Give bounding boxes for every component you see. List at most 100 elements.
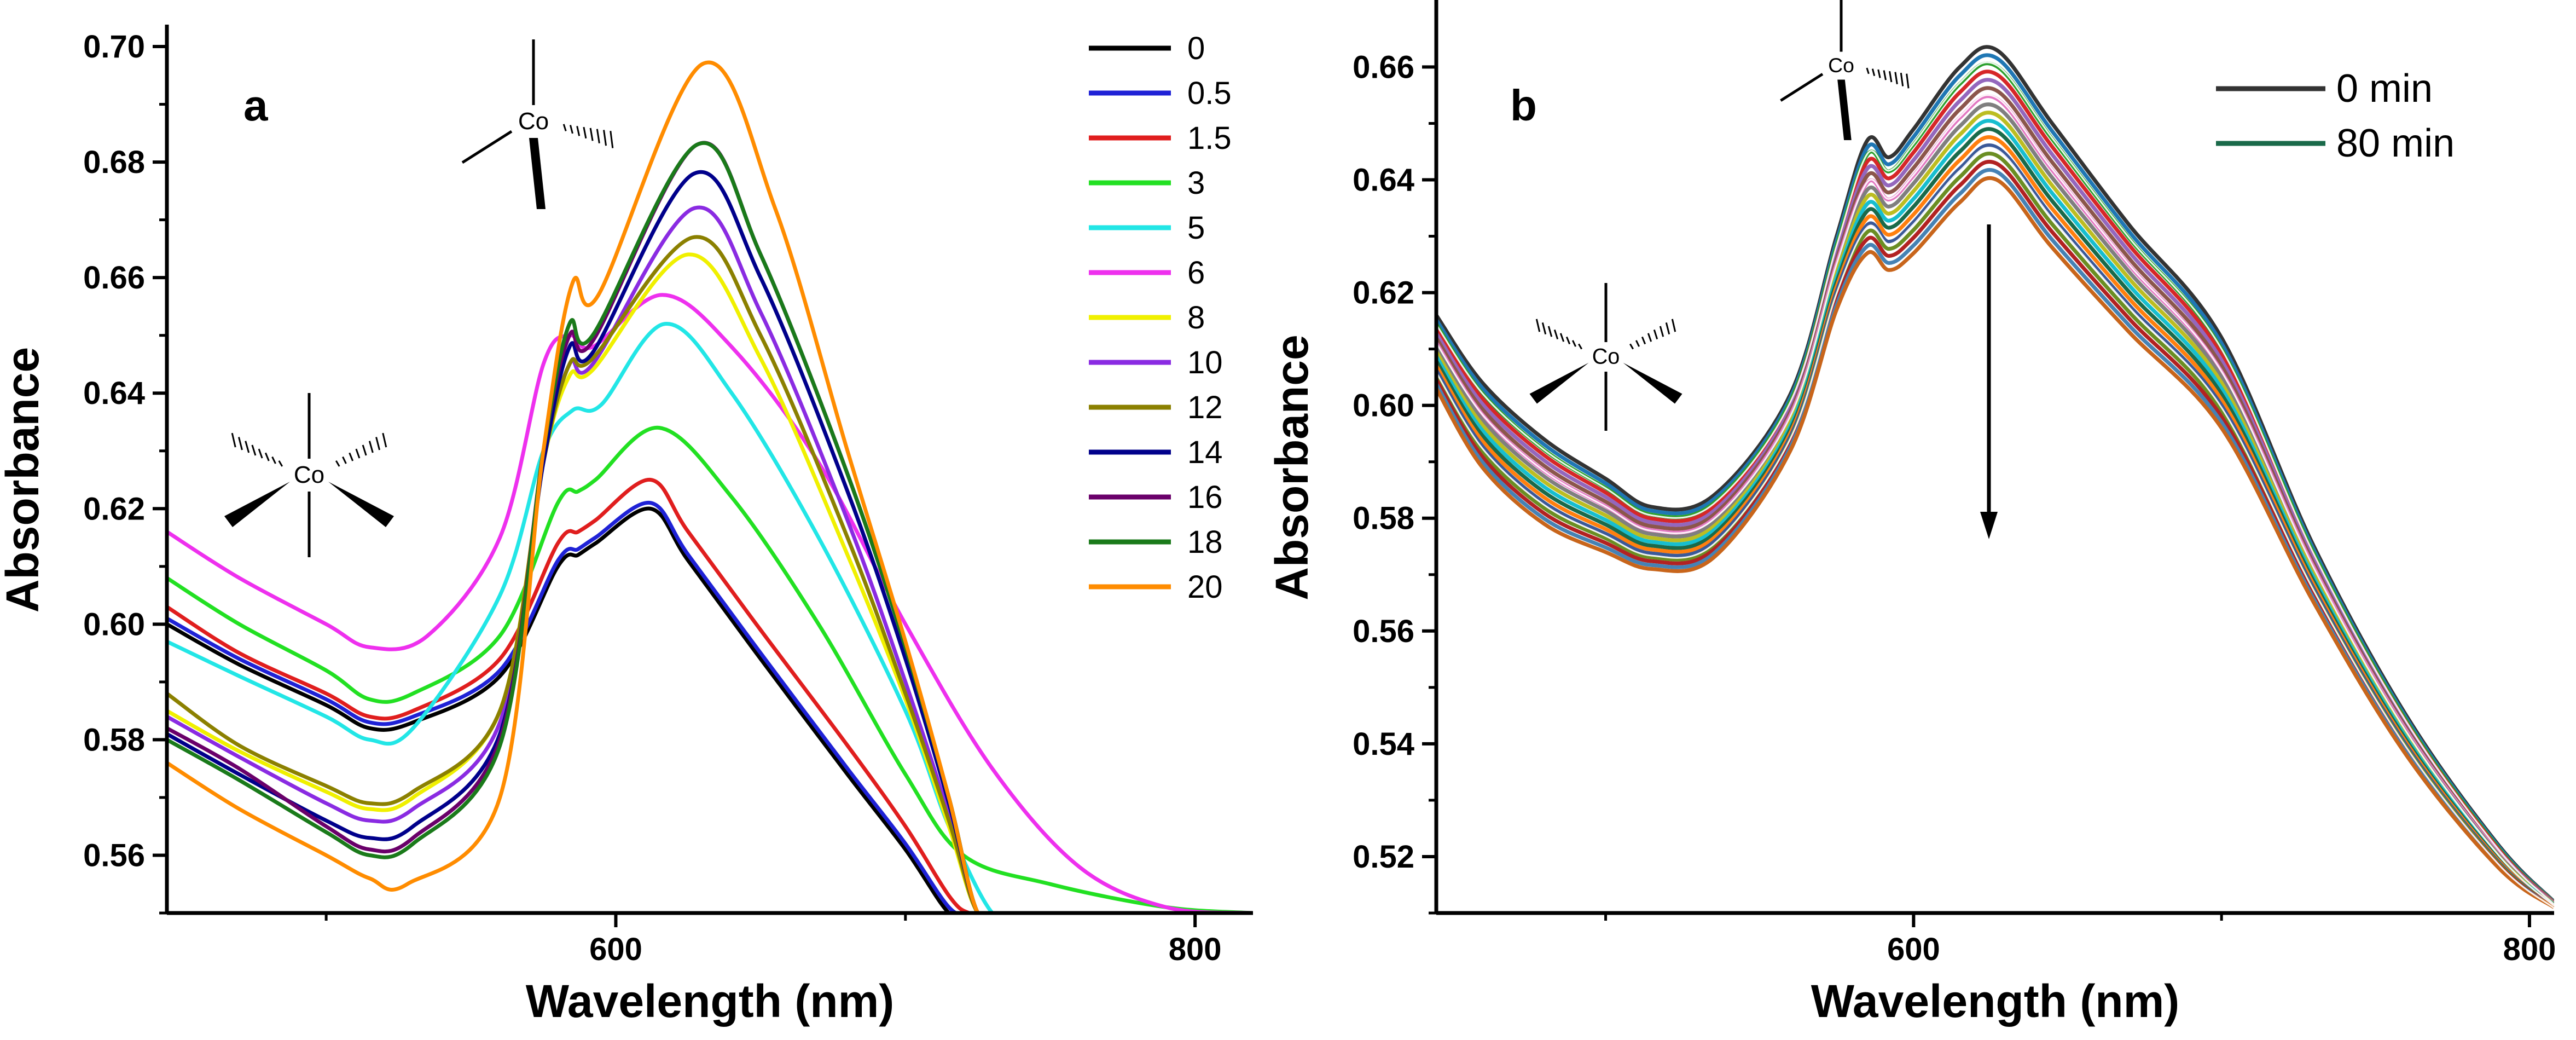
co-hash [1883,70,1887,80]
y-tick-label: 0.64 [83,375,145,411]
y-tick-label: 0.58 [1353,501,1414,536]
series-line-1.5 [167,477,993,913]
band-gap-0 [1436,61,2554,905]
co-hash-left [278,460,283,467]
co-hash-right [1641,336,1646,345]
panel-label: b [1510,81,1537,130]
panel-b-chart: 0.52 0.54 0.56 0.58 0.60 0.62 0.64 0.66 600 800 Wa… [1266,0,2556,1027]
legend-label: 3 [1187,165,1205,201]
legend-label: 80 min [2336,122,2455,165]
co-hash-right [1659,326,1664,337]
co-hash-right [382,432,387,448]
legend-label: 5 [1187,210,1205,246]
plot-area [1436,45,2554,909]
legend-label: 6 [1187,255,1205,291]
co-hash-right [342,456,347,464]
co-label: Co [518,108,549,135]
plot-area [167,60,1253,913]
legend-label: 0 [1187,31,1205,66]
legend-label: 20 [1187,569,1223,605]
series-line-10 [167,205,1007,913]
co-hash [1894,72,1898,84]
y-tick-label: 0.70 [83,29,145,65]
legend-label: 10 [1187,345,1223,380]
co-hash-left [1565,336,1571,345]
time-series-line-11 [1436,135,2554,908]
co-bond-left [461,130,513,164]
legend-label: 18 [1187,524,1223,560]
y-tick-label: 0.64 [1353,163,1414,198]
octahedral-co-structure: Co [1529,283,1682,431]
co-wedge [529,138,546,209]
co-hash-right [362,444,367,456]
co-wedge-left [224,482,290,527]
tetrahedral-co-structure: Co [1780,0,1910,140]
co-hash [1871,68,1876,76]
co-hash [562,124,567,131]
series-line-14 [167,170,1007,913]
co-hash [1889,71,1893,83]
series-line-5 [167,322,1022,913]
series-line-0 [167,506,993,913]
co-hash-left [1541,322,1547,334]
co-hash-left [1578,343,1582,350]
legend-label: 0 min [2336,67,2433,111]
series-line-12 [167,235,1007,913]
y-tick-label: 0.60 [83,606,145,642]
y-tick-label: 0.56 [83,837,145,873]
series-line-0.5 [167,501,993,913]
legend-label: 14 [1187,435,1223,470]
band-gap-2 [1436,147,2554,909]
y-axis-title: Absorbance [0,347,48,613]
decrease-arrow-head [1980,512,1998,539]
co-hash [569,125,573,134]
octahedral-co-structure: Co [224,393,394,557]
legend-label: 0.5 [1187,76,1232,111]
co-label: Co [1592,345,1620,369]
x-tick-label: 800 [2503,932,2556,967]
x-tick-label: 600 [1887,932,1940,967]
time-series-line-0 [1436,45,2554,903]
band-gap-1 [1436,94,2554,907]
y-tick-label: 0.60 [1353,388,1414,424]
time-series-line-16 [1436,176,2554,909]
co-hash [603,130,607,146]
y-tick-label: 0.62 [1353,275,1414,311]
y-axis-title: Absorbance [1266,334,1318,600]
y-tick-label: 0.68 [83,145,145,180]
co-hash [610,131,614,148]
co-hash-left [271,456,276,464]
co-hash [583,126,587,139]
legend: 0 min 80 min [2216,67,2455,165]
co-hash-right [1635,340,1640,347]
series-line-3 [167,425,1253,913]
co-hash-left [1571,340,1577,347]
co-wedge-right [1623,362,1682,404]
co-hash-left [1553,329,1559,340]
y-tick-label: 0.66 [1353,49,1414,85]
y-tick-label: 0.58 [83,722,145,758]
legend: 0 0.5 1.5 3 5 6 8 10 12 14 16 18 20 [1089,31,1232,605]
co-hash-right [1653,329,1658,340]
co-hash-left [1547,326,1553,337]
co-hash [1906,73,1910,89]
legend-label: 8 [1187,300,1205,336]
co-hash-right [368,441,374,453]
co-hash [576,126,581,136]
co-hash [1900,72,1904,86]
y-tick-label: 0.54 [1353,726,1414,762]
co-hash [1877,69,1881,78]
co-hash-right [335,460,340,467]
co-hash-right [1671,319,1676,332]
co-wedge-left [1529,362,1589,404]
co-hash-left [245,441,250,453]
y-tick-label: 0.62 [83,491,145,527]
co-hash-left [237,437,243,450]
legend-label: 16 [1187,479,1223,515]
co-label: Co [1828,54,1854,77]
series-line-6 [167,293,1253,913]
co-label: Co [294,461,324,488]
co-hash [1866,67,1870,74]
co-wedge-right [328,482,394,527]
